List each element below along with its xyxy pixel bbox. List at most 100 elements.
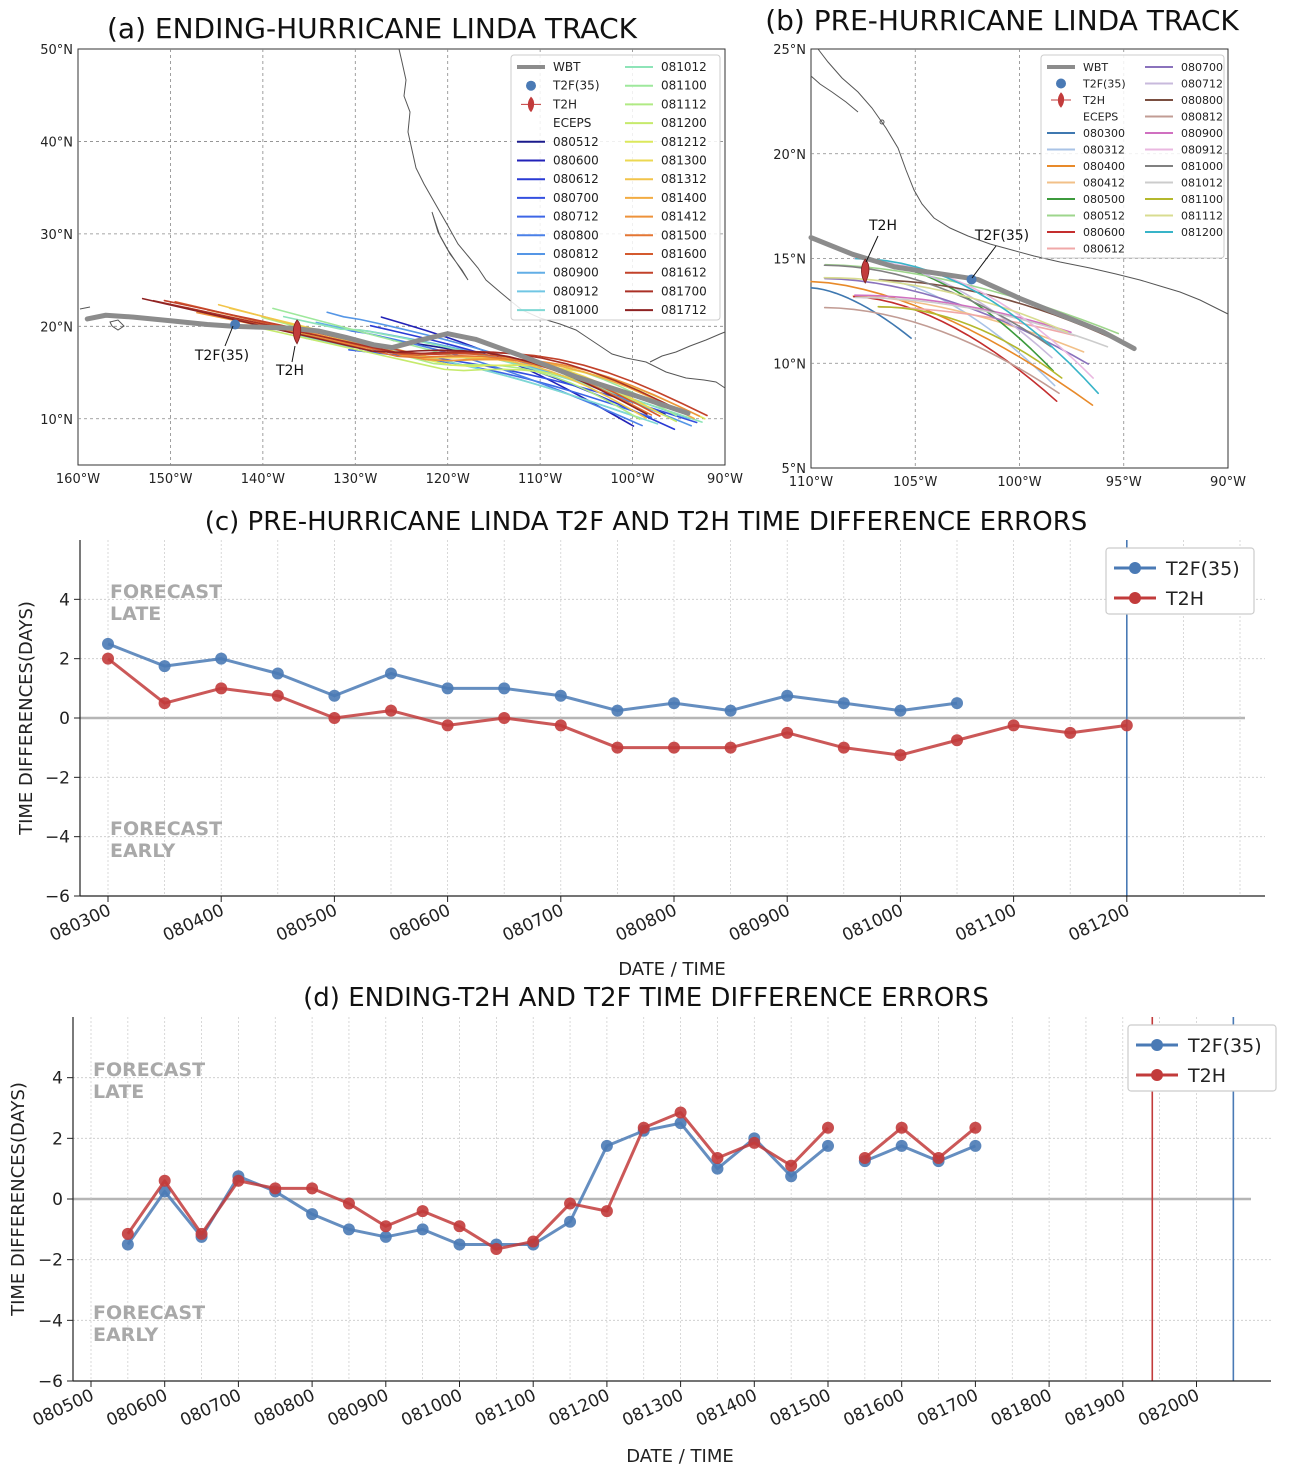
pd-point-t2h bbox=[232, 1174, 245, 1187]
pd-xtick-label: 081200 bbox=[546, 1385, 613, 1431]
pc-point-t2h bbox=[781, 726, 794, 739]
panel-b-title: (b) PRE-HURRICANE LINDA TRACK bbox=[765, 4, 1239, 37]
panel-b-map: T2F(35) T2H 110°W 105°W 100°W 95°W 90°W 5°N 10… bbox=[773, 43, 1246, 490]
pc-point-t2h bbox=[441, 719, 454, 732]
panel-a-ticks: 160°W 150°W 140°W 130°W 120°W 110°W 100°W 90°W 1… bbox=[40, 43, 743, 487]
pd-point-t2h bbox=[600, 1205, 613, 1218]
pb-legend-label: 081100 bbox=[1181, 193, 1223, 206]
pc-point-t2h bbox=[102, 652, 114, 665]
pa-xtick-label: 100°W bbox=[610, 472, 654, 487]
panel-c-forecast-early-1: FORECAST bbox=[110, 818, 222, 840]
pb-track-080512 bbox=[824, 263, 1120, 335]
pd-point-t2f35 bbox=[158, 1185, 171, 1198]
pa-track-081612 bbox=[163, 299, 708, 417]
pc-point-t2h bbox=[1064, 726, 1077, 739]
pd-xtick-label: 081100 bbox=[472, 1385, 539, 1431]
pc-point-t2f35 bbox=[894, 704, 907, 717]
pc-xtick-label: 080600 bbox=[386, 900, 453, 946]
pb-legend-label: 080800 bbox=[1181, 94, 1223, 107]
pd-xtick-label: 080900 bbox=[325, 1385, 392, 1431]
pb-legend-label: 081012 bbox=[1181, 177, 1223, 190]
pb-legend-label: 080400 bbox=[1083, 160, 1125, 173]
pc-xtick-label: 080800 bbox=[613, 900, 680, 946]
pc-point-t2f35 bbox=[724, 704, 737, 717]
pb-track-080900 bbox=[854, 294, 1072, 334]
panel-a-wbt-track bbox=[84, 312, 691, 416]
pd-point-t2h bbox=[637, 1121, 650, 1134]
panel-a-t2h-marker bbox=[292, 319, 302, 345]
pd-point-t2f35 bbox=[379, 1230, 392, 1243]
pa-ytick-label: 20°N bbox=[40, 320, 73, 335]
pa-legend-label: 080712 bbox=[553, 210, 599, 224]
pd-xtick-label: 081300 bbox=[619, 1385, 686, 1431]
pa-legend-label: 081200 bbox=[661, 116, 707, 130]
pa-xtick-label: 110°W bbox=[518, 472, 562, 487]
panel-a-gulf bbox=[649, 331, 726, 363]
panel-d-xlabel: DATE / TIME bbox=[626, 1446, 734, 1467]
panel-c-series bbox=[102, 637, 1133, 762]
pc-point-t2h bbox=[385, 704, 397, 717]
pa-ytick-label: 50°N bbox=[40, 43, 73, 58]
panel-c-ticks: −6 −4 −2 0 2 4 080300 080400 080500 080600 080700 0… bbox=[45, 590, 1133, 946]
pa-ytick-label: 30°N bbox=[40, 228, 73, 243]
panel-c-forecast-late-2: LATE bbox=[110, 603, 161, 625]
pd-line-t2f35 bbox=[864, 1144, 976, 1163]
pb-legend-label: 080600 bbox=[1083, 226, 1125, 239]
panel-c-chart: FORECAST LATE FORECAST EARLY −6 −4 −2 0 2 4 08… bbox=[16, 540, 1265, 980]
pc-point-t2f35 bbox=[441, 682, 454, 695]
panel-b-t2f-label: T2F(35) bbox=[974, 228, 1029, 244]
panel-b-t2f-marker bbox=[966, 274, 977, 285]
pc-point-t2f35 bbox=[837, 697, 850, 710]
pc-point-t2f35 bbox=[102, 637, 114, 650]
pa-legend-label: 081600 bbox=[661, 247, 707, 261]
pc-xtick-label: 080300 bbox=[47, 900, 114, 946]
pc-point-t2h bbox=[1120, 719, 1133, 732]
pd-point-t2h bbox=[121, 1227, 134, 1240]
panel-d-ylabel: TIME DIFFERENCES(DAYS) bbox=[8, 1082, 29, 1317]
pd-point-t2f35 bbox=[895, 1139, 908, 1152]
pd-point-t2h bbox=[748, 1136, 761, 1149]
pc-point-t2h bbox=[271, 689, 284, 702]
pc-ytick-label: −4 bbox=[45, 828, 70, 848]
pd-point-t2h bbox=[453, 1220, 466, 1233]
pd-point-t2h bbox=[822, 1121, 834, 1134]
pd-xtick-label: 081800 bbox=[988, 1385, 1055, 1431]
pc-xtick-label: 080900 bbox=[726, 900, 793, 946]
pc-point-t2f35 bbox=[271, 667, 284, 680]
pa-track-080712 bbox=[348, 349, 653, 419]
pd-xtick-label: 081900 bbox=[1062, 1385, 1129, 1431]
pb-legend-label: T2F(35) bbox=[1082, 78, 1126, 91]
pb-legend-label: WBT bbox=[1083, 61, 1108, 74]
pa-xtick-label: 120°W bbox=[426, 472, 470, 487]
pc-legend-marker-t2h bbox=[1129, 592, 1141, 604]
pd-xtick-label: 081000 bbox=[398, 1385, 465, 1431]
panel-b-t2f-leader bbox=[971, 245, 997, 279]
pd-line-t2f35 bbox=[126, 1121, 829, 1246]
pa-legend-label: T2H bbox=[552, 97, 577, 111]
pc-point-t2f35 bbox=[498, 682, 511, 695]
panel-b-t2h-marker bbox=[861, 258, 870, 284]
pa-ytick-label: 40°N bbox=[40, 135, 73, 150]
pa-legend-label: 080600 bbox=[553, 154, 599, 168]
pc-ytick-label: −2 bbox=[45, 768, 70, 788]
pa-xtick-label: 90°W bbox=[707, 472, 743, 487]
pb-xtick-label: 90°W bbox=[1210, 475, 1246, 490]
pb-track-080600 bbox=[852, 295, 1058, 402]
pd-xtick-label: 081400 bbox=[693, 1385, 760, 1431]
pc-xtick-label: 080700 bbox=[500, 900, 567, 946]
pd-point-t2f35 bbox=[453, 1238, 466, 1251]
pb-track-080300 bbox=[810, 287, 912, 339]
pb-xtick-label: 95°W bbox=[1106, 475, 1142, 490]
panel-a-t2h-leader bbox=[291, 345, 296, 363]
pc-point-t2f35 bbox=[611, 704, 624, 717]
pd-ytick-label: −2 bbox=[38, 1251, 63, 1271]
pb-track-080812 bbox=[823, 306, 1060, 395]
pa-legend-label: 081012 bbox=[661, 60, 707, 74]
pd-point-t2h bbox=[674, 1106, 687, 1119]
pc-ytick-label: 2 bbox=[59, 650, 70, 670]
pb-legend-label: 080500 bbox=[1083, 193, 1125, 206]
pd-legend-label: T2H bbox=[1187, 1065, 1226, 1087]
pb-legend-box bbox=[1040, 54, 1225, 259]
panel-a-coastline bbox=[398, 48, 726, 389]
pb-track-080612 bbox=[878, 306, 1076, 337]
